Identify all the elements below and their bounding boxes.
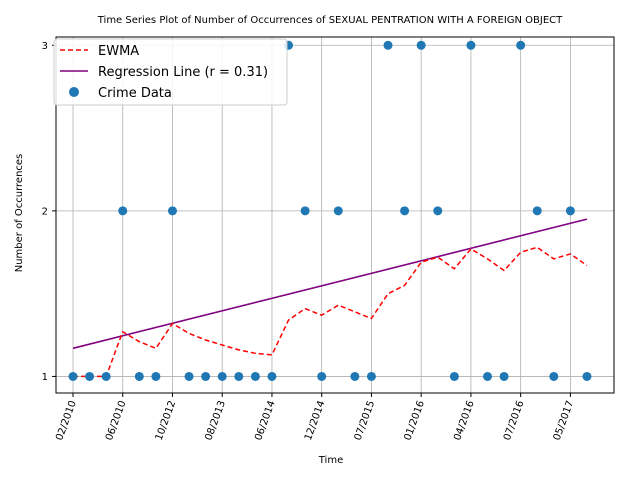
plot-frame (55, 36, 615, 394)
crime-data-point (234, 371, 244, 381)
x-tick-label: 02/2010 (54, 399, 79, 442)
crime-data-point (217, 371, 227, 381)
crime-data-point (250, 371, 260, 381)
crime-data-point (466, 40, 476, 50)
legend-crime-data-swatch (69, 87, 79, 97)
crime-data-point (350, 371, 360, 381)
x-tick-label: 04/2016 (452, 399, 477, 442)
x-tick-label: 01/2016 (402, 399, 427, 442)
regression-line (72, 218, 588, 350)
x-tick-label: 06/2010 (104, 399, 129, 442)
crime-data-point (267, 371, 277, 381)
chart-title: Time Series Plot of Number of Occurrence… (97, 15, 563, 26)
crime-data-point (333, 206, 343, 216)
y-tick-label: 3 (42, 41, 48, 52)
crime-data-point (68, 371, 78, 381)
crime-data-point (416, 40, 426, 50)
crime-data-point (383, 40, 393, 50)
x-tick-label: 10/2012 (154, 399, 179, 442)
y-axis-title: Number of Occurrences (14, 154, 25, 273)
crime-data-point (151, 371, 161, 381)
legend-crime-data-label: Crime Data (98, 86, 172, 101)
x-tick-label: 06/2014 (253, 399, 278, 442)
legend-regression-label: Regression Line (r = 0.31) (98, 65, 268, 80)
crime-data-point (85, 371, 95, 381)
crime-data-point (499, 371, 509, 381)
crime-data-point (483, 371, 492, 381)
crime-data-point (400, 206, 410, 216)
x-tick-label: 07/2016 (502, 399, 527, 442)
crime-data-point (167, 206, 177, 216)
legend: EWMA Regression Line (r = 0.31) Crime Da… (53, 38, 288, 106)
legend-ewma-label: EWMA (98, 44, 139, 59)
x-tick-label: 05/2017 (552, 399, 577, 442)
crime-data-point (366, 371, 376, 381)
crime-data-point (582, 371, 592, 381)
crime-data-point (201, 371, 211, 381)
crime-data-point (300, 206, 310, 216)
crime-data-point (532, 206, 542, 216)
crime-data-point (549, 371, 559, 381)
x-tick-label: 08/2013 (203, 399, 228, 442)
crime-data-point (134, 371, 144, 381)
crime-data-point (565, 206, 575, 216)
series-layer (68, 40, 592, 381)
crime-data-point (101, 371, 111, 381)
y-tick-label: 1 (42, 372, 48, 383)
x-tick-label: 07/2015 (353, 399, 378, 442)
crime-data-point (516, 40, 526, 50)
x-axis-title: Time (318, 455, 343, 466)
crime-data-point (118, 206, 128, 216)
x-tick-label: 12/2014 (303, 399, 328, 442)
ewma-line (73, 246, 588, 378)
y-tick-label: 2 (42, 206, 48, 217)
crime-data-point (184, 371, 194, 381)
crime-data-point (433, 206, 443, 216)
legend-box (53, 38, 288, 106)
crime-data-point (449, 371, 459, 381)
crime-data-point (317, 371, 327, 381)
